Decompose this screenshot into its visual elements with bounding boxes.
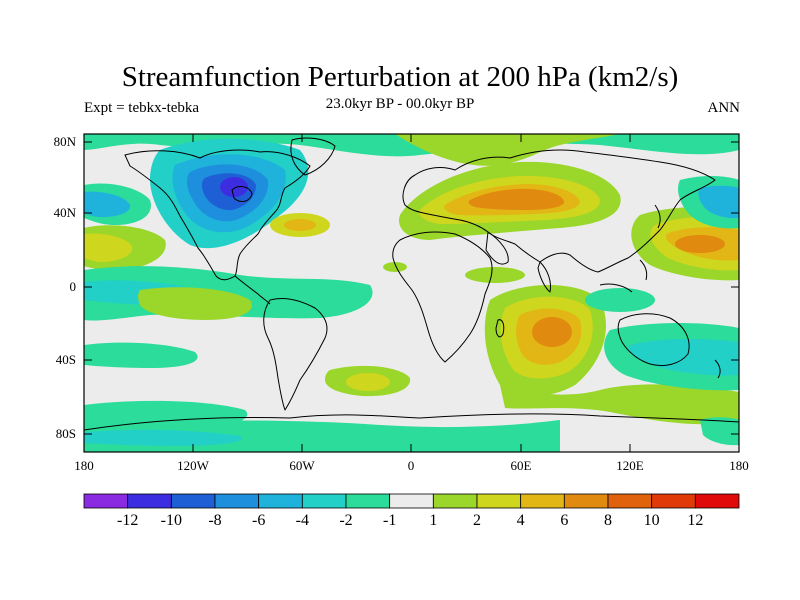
colorbar-label: -4 — [296, 512, 309, 529]
contour-band — [284, 219, 316, 231]
colorbar-swatch — [170, 493, 216, 509]
contour-band — [395, 134, 620, 166]
colorbar-label: -6 — [252, 512, 265, 529]
colorbar-swatch — [520, 493, 565, 509]
colorbar-label: -2 — [339, 512, 352, 529]
contour-band — [700, 417, 739, 446]
colorbar-swatch — [258, 493, 303, 509]
contour-band — [346, 373, 390, 391]
colorbar-label: -12 — [117, 512, 138, 529]
contour-band — [675, 235, 725, 253]
colorbar-label: 1 — [429, 512, 437, 529]
colorbar-swatch — [389, 493, 434, 509]
lon-label: 60E — [511, 458, 532, 473]
colorbar-swatch — [432, 493, 478, 509]
lon-label: 60W — [289, 458, 315, 473]
contour-field — [84, 134, 739, 452]
contour-band — [500, 384, 739, 425]
season-label: ANN — [707, 100, 741, 116]
colorbar-label: 12 — [687, 512, 703, 529]
contour-band — [628, 338, 739, 376]
map-title: Streamfunction Perturbation at 200 hPa (… — [121, 61, 679, 93]
contour-band — [698, 185, 739, 219]
colorbar-label: -1 — [383, 512, 396, 529]
contour-band — [84, 233, 133, 262]
colorbar: -12 -10 -8 -6 -4 -2 -1 1 2 4 6 8 10 12 — [83, 493, 740, 529]
colorbar-swatch — [301, 493, 347, 509]
contour-band — [84, 429, 242, 446]
lat-label: 40N — [54, 205, 77, 220]
contour-band — [84, 342, 198, 368]
contour-band — [383, 262, 407, 272]
colorbar-swatch — [476, 493, 522, 509]
colorbar-swatch — [694, 493, 740, 509]
contour-band — [84, 191, 131, 218]
colorbar-swatch — [563, 493, 609, 509]
experiment-label: Expt = tebkx-tebka — [84, 100, 200, 116]
lat-label: 40S — [56, 352, 76, 367]
contour-band — [585, 288, 655, 312]
colorbar-swatch — [214, 493, 260, 509]
lat-label: 0 — [70, 279, 77, 294]
colorbar-label: 8 — [604, 512, 612, 529]
lon-axis: 180 120W 60W 0 60E 120E 180 — [74, 134, 749, 473]
colorbar-swatch — [83, 493, 129, 509]
contour-band — [468, 188, 565, 210]
contour-band — [532, 317, 572, 347]
colorbar-swatch — [651, 493, 696, 509]
colorbar-label: 2 — [473, 512, 481, 529]
contour-band — [138, 287, 252, 320]
world-coastline-icon — [84, 137, 739, 431]
colorbar-label: 4 — [517, 512, 525, 529]
lon-label: 0 — [408, 458, 415, 473]
colorbar-label: -8 — [208, 512, 221, 529]
lat-label: 80N — [54, 134, 77, 149]
colorbar-swatch — [345, 493, 391, 509]
colorbar-label: 6 — [560, 512, 568, 529]
lon-label: 180 — [74, 458, 94, 473]
contour-band — [465, 267, 525, 283]
lat-axis: 80N 40N 0 40S 80S — [54, 134, 739, 441]
contour-band — [220, 177, 248, 197]
colorbar-label: 10 — [644, 512, 660, 529]
lon-label: 120E — [616, 458, 644, 473]
lon-label: 180 — [729, 458, 749, 473]
lat-label: 80S — [56, 426, 76, 441]
period-label: 23.0kyr BP - 00.0kyr BP — [325, 96, 475, 112]
colorbar-swatch — [127, 493, 172, 509]
colorbar-swatch — [607, 493, 653, 509]
colorbar-label: -10 — [161, 512, 182, 529]
lon-label: 120W — [177, 458, 210, 473]
